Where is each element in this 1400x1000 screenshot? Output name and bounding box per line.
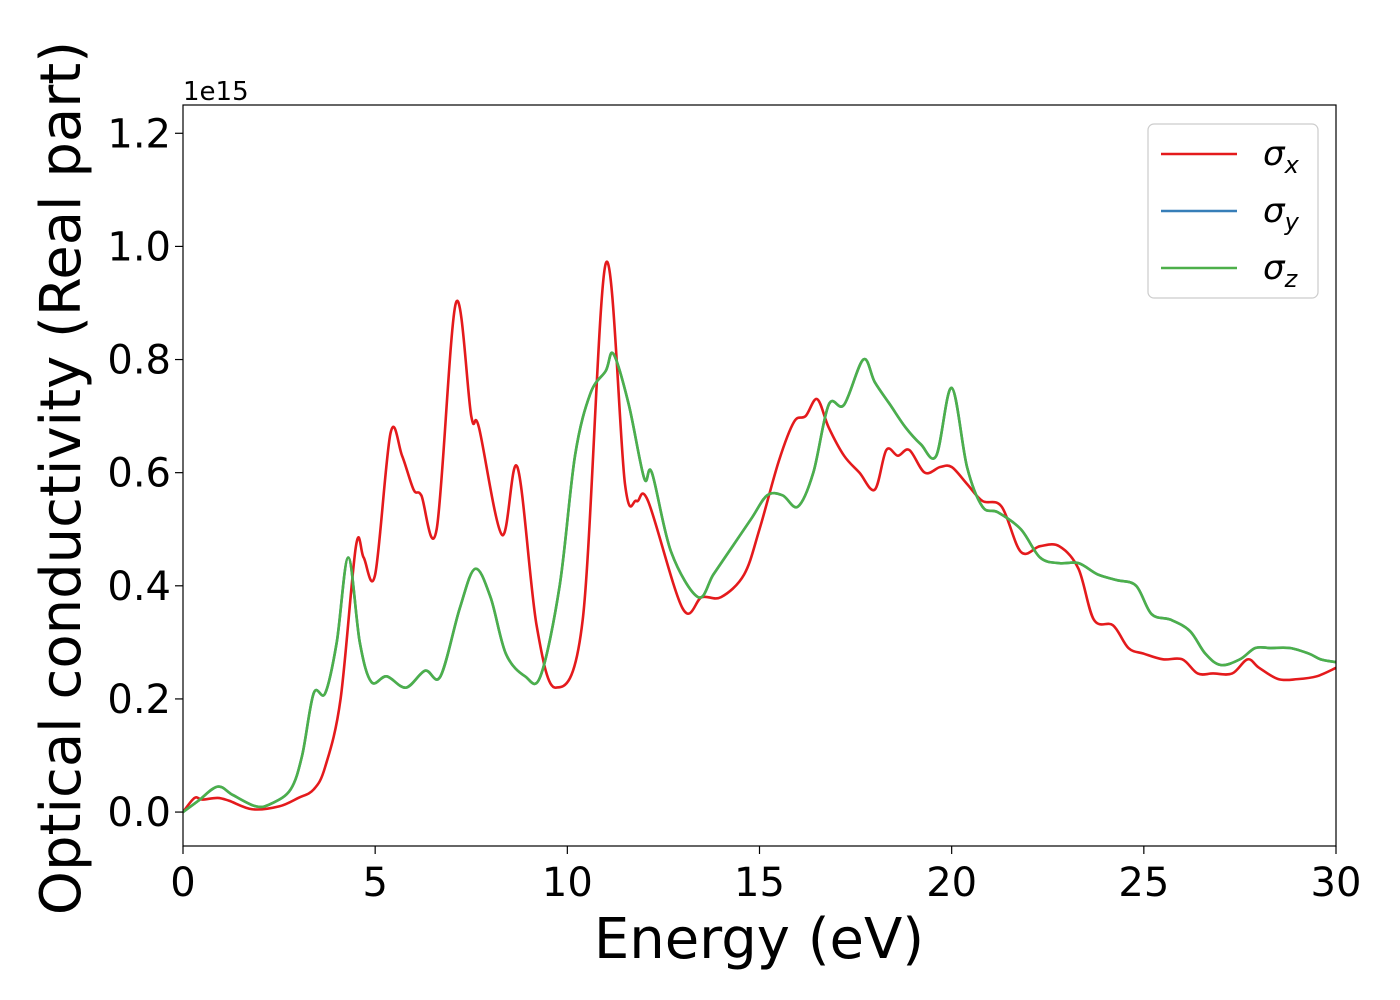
y-tick-label: 1.2 [107, 111, 171, 157]
y-tick-label: 0.6 [107, 451, 171, 497]
series-line-z [183, 351, 1336, 814]
x-axis: 0 5 10 15 20 25 30 [170, 846, 1361, 906]
y-tick-label: 1.0 [107, 224, 171, 270]
series-layer [183, 260, 1336, 814]
y-tick-label: 0.0 [107, 790, 171, 836]
x-tick-label: 10 [542, 860, 593, 906]
y-tick-label: 0.8 [107, 338, 171, 384]
legend-label-x: σx [1263, 134, 1300, 179]
y-offset-label: 1e15 [183, 77, 249, 107]
x-axis-title: Energy (eV) [594, 907, 924, 972]
x-tick-label: 20 [926, 860, 977, 906]
y-axis: 0.0 0.2 0.4 0.6 0.8 1.0 1.2 [107, 111, 183, 836]
series-line-x [183, 260, 1336, 814]
legend-label-z: σz [1263, 248, 1299, 293]
x-tick-label: 25 [1118, 860, 1169, 906]
x-tick-label: 15 [734, 860, 785, 906]
x-tick-label: 0 [170, 860, 195, 906]
legend: σx σy σz [1147, 123, 1319, 299]
x-tick-label: 30 [1311, 860, 1362, 906]
x-tick-label: 5 [362, 860, 387, 906]
y-axis-title: Optical conductivity (Real part) [29, 41, 94, 915]
y-tick-label: 0.4 [107, 564, 171, 610]
legend-label-y: σy [1263, 191, 1300, 236]
y-tick-label: 0.2 [107, 677, 171, 723]
